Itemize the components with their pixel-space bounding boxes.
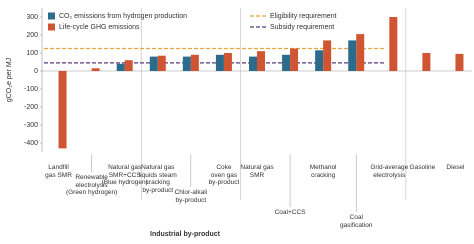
legend-swatch	[48, 23, 55, 31]
x-tick-label: Natural gas SMR	[240, 164, 274, 179]
y-tick-label: 200	[26, 32, 38, 39]
y-tick-label: -100	[24, 86, 38, 93]
bar	[249, 56, 257, 71]
y-tick-label: 100	[26, 50, 38, 57]
bar	[257, 51, 265, 71]
bar	[455, 53, 464, 71]
group-label: Industrial by-product	[150, 231, 220, 238]
bar	[315, 50, 324, 71]
legend-label: Subsidy requirement	[270, 24, 334, 31]
y-tick-label: -300	[24, 122, 38, 129]
bar	[389, 17, 398, 71]
x-tick-label: Coal+CCS	[274, 209, 306, 216]
bar	[182, 56, 191, 71]
x-tick-label: Natural gas liquids steam cracking by-pr…	[138, 164, 177, 194]
y-tick-label: -200	[24, 104, 38, 111]
bar	[58, 71, 67, 149]
bar	[290, 48, 299, 71]
legend-label: Life-cycle GHG emissions	[59, 24, 140, 31]
x-tick-label: Grid-average electrolysis	[370, 164, 409, 179]
bar	[190, 54, 199, 71]
bar	[223, 53, 232, 71]
legend-label: Eligibility requirement	[270, 13, 337, 20]
x-tick-label: Coke oven gas by-product	[208, 164, 240, 186]
x-tick-label: Natural gas SMR+CCS (Blue hydrogen)	[101, 164, 148, 186]
y-tick-label: 0	[34, 68, 38, 75]
x-tick-label: Methanol cracking	[309, 164, 337, 179]
x-tick-label: Renewable electrolysis (Green hydrogen)	[65, 174, 118, 196]
bar	[215, 54, 224, 71]
x-tick-label: Landfill gas SMR	[45, 164, 72, 179]
y-tick-label: -400	[24, 140, 38, 147]
bar	[422, 53, 431, 71]
x-tick-label: Chlor-alkali by-product	[174, 189, 208, 204]
bar	[348, 40, 357, 71]
bar	[91, 68, 100, 71]
x-tick-label: Gasoline	[409, 164, 436, 171]
y-tick-label: 300	[26, 14, 38, 21]
legend-swatch	[48, 12, 55, 20]
bar	[282, 54, 291, 71]
bar	[157, 55, 166, 71]
bar	[116, 63, 125, 71]
x-tick-label: Coal gasification	[339, 214, 373, 229]
x-tick-label: Diesel	[446, 164, 465, 171]
bar	[149, 56, 158, 71]
y-axis-label: gCO₂e per MJ	[6, 58, 13, 102]
bar	[124, 60, 133, 71]
bar	[323, 40, 332, 71]
legend-label: CO₂ emissions from hydrogen production	[59, 13, 187, 20]
bar	[356, 34, 365, 71]
